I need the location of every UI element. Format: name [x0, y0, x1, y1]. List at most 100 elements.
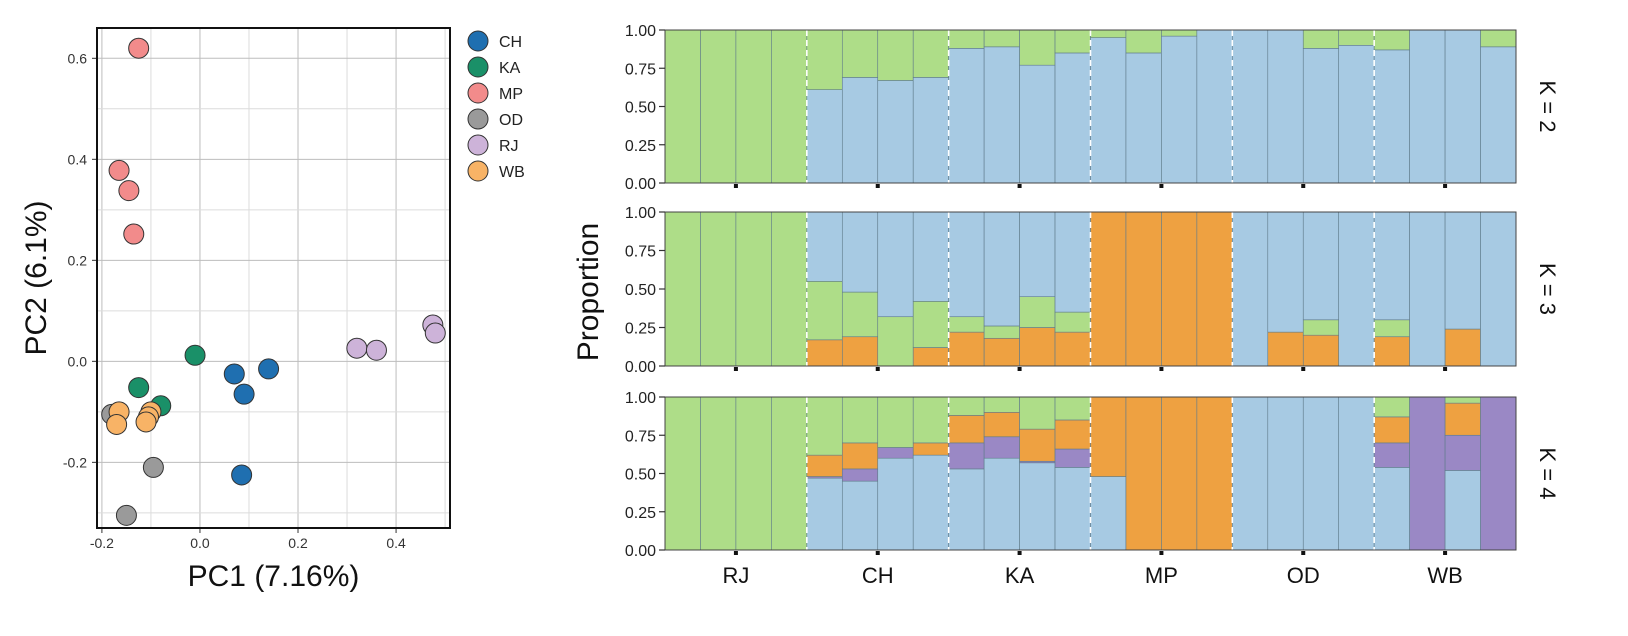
bar-segment: [1054, 396, 1091, 421]
bar-segment: [877, 316, 914, 367]
data-point-ka: [184, 344, 206, 366]
bar-segment: [1196, 396, 1233, 551]
bar-segment: [1232, 211, 1269, 367]
bar-segment: [1302, 29, 1340, 49]
bar-segment: [1019, 462, 1056, 551]
bar-segment: [1125, 29, 1162, 54]
bar-segment: [1480, 396, 1517, 551]
bar-segment: [806, 396, 843, 456]
y-tick-label: 0.75: [625, 428, 656, 445]
bar-segment: [1480, 29, 1517, 48]
legend-marker-ch: [467, 30, 489, 52]
x-tick-label: 0.2: [288, 535, 308, 551]
bar-segment: [1373, 467, 1410, 551]
bar-segment: [912, 396, 949, 444]
legend-marker-od: [467, 108, 489, 130]
bar-segment: [983, 436, 1020, 459]
bar-segment: [1409, 396, 1446, 551]
legend-marker-ka: [467, 56, 489, 78]
x-tick-mark: [875, 551, 880, 555]
panel-strip-label: K = 2: [1535, 81, 1560, 133]
bar-segment: [806, 29, 843, 90]
bar-segment: [1444, 470, 1481, 551]
bar-segment: [912, 454, 949, 551]
bar-segment: [1302, 334, 1340, 367]
y-tick-label: 0.4: [68, 151, 88, 167]
y-tick-label: 0.00: [625, 543, 656, 560]
bar-segment: [1338, 211, 1375, 367]
y-tick-label: 0.6: [68, 50, 88, 66]
data-point-ch: [258, 358, 280, 380]
bar-segment: [912, 442, 949, 456]
bar-segment: [1161, 35, 1198, 184]
group-label-ka: KA: [1005, 563, 1035, 588]
data-point-ch: [231, 464, 253, 486]
data-point-od: [115, 504, 137, 526]
y-tick-label: 0.0: [68, 353, 88, 369]
bar-segment: [948, 316, 985, 333]
data-point-rj: [346, 337, 368, 359]
bar-segment: [841, 291, 879, 338]
bar-segment: [877, 211, 914, 318]
data-point-ch: [223, 363, 245, 385]
data-point-wb: [106, 413, 128, 435]
bar-segment: [877, 396, 914, 448]
legend-label-rj: RJ: [499, 138, 519, 155]
bar-segment: [1373, 29, 1410, 51]
group-label-rj: RJ: [722, 563, 749, 588]
bar-segment: [983, 46, 1020, 184]
bar-segment: [912, 301, 949, 348]
y-tick-label: 0.00: [625, 176, 656, 193]
bar-segment: [1267, 29, 1304, 184]
bar-segment: [1302, 396, 1340, 551]
bar-segment: [1267, 211, 1304, 333]
bar-segment: [912, 211, 949, 302]
legend-label-ka: KA: [499, 60, 521, 77]
bar-segment: [1267, 396, 1304, 551]
y-tick-label: 0.50: [625, 467, 656, 484]
bar-segment: [664, 211, 701, 367]
bar-segment: [983, 396, 1020, 413]
y-tick-label: 1.00: [625, 390, 656, 407]
bar-segment: [1373, 442, 1410, 468]
bar-segment: [1444, 29, 1481, 184]
x-tick-mark: [1017, 551, 1022, 555]
bar-segment: [1054, 29, 1091, 54]
data-point-mp: [123, 223, 145, 245]
bar-segment: [983, 325, 1020, 339]
group-label-ch: CH: [862, 563, 894, 588]
bar-segment: [1054, 448, 1091, 468]
data-point-ch: [233, 383, 255, 405]
bar-segment: [1373, 416, 1410, 444]
bar-segment: [1019, 296, 1056, 328]
bar-segment: [1232, 396, 1269, 551]
bar-segment: [1338, 29, 1375, 46]
x-tick-mark: [1017, 184, 1022, 188]
bar-segment: [700, 211, 737, 367]
y-tick-label: 0.25: [625, 505, 656, 522]
bar-segment: [877, 80, 914, 184]
bar-segment: [1373, 396, 1410, 418]
bar-segment: [700, 29, 737, 184]
data-point-rj: [365, 339, 387, 361]
bar-segment: [841, 336, 879, 367]
bar-segment: [664, 29, 701, 184]
panel-strip-label: K = 3: [1535, 263, 1560, 315]
bar-segment: [1019, 396, 1056, 430]
y-tick-label: 1.00: [625, 205, 656, 222]
x-tick-label: -0.2: [90, 535, 114, 551]
y-axis-title: PC2 (6.1%): [20, 200, 53, 355]
bar-segment: [877, 457, 914, 551]
x-tick-label: 0.0: [190, 535, 210, 551]
legend-marker-rj: [467, 134, 489, 156]
bar-segment: [983, 411, 1020, 438]
bar-segment: [1444, 211, 1481, 330]
bar-segment: [841, 211, 879, 293]
bar-segment: [841, 396, 879, 444]
bar-segment: [983, 29, 1020, 48]
legend-marker-mp: [467, 82, 489, 104]
x-tick-mark: [1301, 184, 1306, 188]
panel-frame: [664, 211, 1517, 367]
bar-segment: [664, 396, 701, 551]
bar-segment: [841, 468, 879, 482]
